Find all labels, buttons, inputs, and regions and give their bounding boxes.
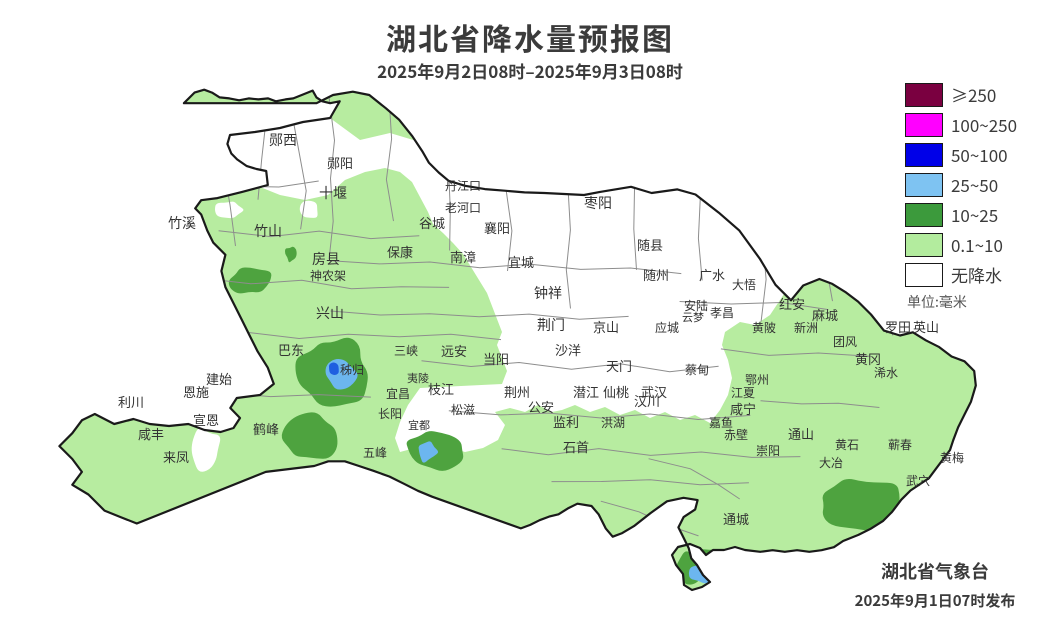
svg-text:老河口: 老河口 [445, 199, 481, 216]
svg-text:云梦: 云梦 [682, 309, 704, 325]
svg-text:宜城: 宜城 [508, 252, 534, 271]
svg-text:黄石: 黄石 [835, 436, 859, 453]
svg-text:夷陵: 夷陵 [407, 370, 429, 386]
svg-text:竹山: 竹山 [254, 221, 282, 241]
svg-text:石首: 石首 [563, 437, 589, 456]
svg-text:宜昌: 宜昌 [386, 385, 410, 402]
svg-text:黄陂: 黄陂 [752, 319, 776, 336]
svg-text:京山: 京山 [593, 317, 619, 336]
svg-text:长阳: 长阳 [378, 405, 402, 422]
svg-text:枝江: 枝江 [428, 379, 454, 398]
svg-text:郧阳: 郧阳 [327, 153, 353, 172]
svg-text:鄂州: 鄂州 [745, 371, 769, 388]
svg-text:三峡: 三峡 [394, 342, 418, 359]
svg-text:咸丰: 咸丰 [138, 424, 164, 443]
svg-text:随县: 随县 [637, 235, 663, 254]
svg-text:团风: 团风 [833, 333, 857, 350]
svg-text:蔡甸: 蔡甸 [685, 361, 709, 378]
svg-text:恩施: 恩施 [183, 382, 209, 401]
svg-text:兴山: 兴山 [316, 303, 344, 323]
svg-text:仙桃: 仙桃 [603, 382, 629, 401]
svg-text:红安: 红安 [779, 294, 805, 313]
svg-text:大冶: 大冶 [819, 454, 843, 471]
svg-text:洪湖: 洪湖 [601, 414, 625, 431]
svg-text:大悟: 大悟 [732, 276, 756, 293]
svg-text:黄梅: 黄梅 [940, 449, 964, 466]
svg-text:五峰: 五峰 [363, 444, 387, 461]
svg-text:应城: 应城 [655, 319, 679, 336]
svg-text:通山: 通山 [788, 424, 814, 443]
svg-text:荆门: 荆门 [537, 315, 565, 335]
svg-text:当阳: 当阳 [483, 349, 509, 368]
svg-text:建始: 建始 [206, 369, 232, 388]
svg-text:枣阳: 枣阳 [584, 193, 612, 213]
svg-text:宣恩: 宣恩 [193, 410, 219, 429]
svg-text:通城: 通城 [723, 509, 749, 528]
svg-text:荆州: 荆州 [504, 382, 530, 401]
svg-text:利川: 利川 [118, 392, 144, 411]
svg-text:松滋: 松滋 [451, 401, 475, 418]
svg-text:鹤峰: 鹤峰 [253, 419, 279, 438]
svg-text:公安: 公安 [528, 397, 554, 416]
svg-text:罗田: 罗田 [885, 317, 911, 336]
svg-text:郧西: 郧西 [269, 130, 297, 150]
svg-text:十堰: 十堰 [319, 183, 347, 203]
svg-text:武汉: 武汉 [641, 382, 667, 401]
svg-text:随州: 随州 [643, 265, 669, 284]
svg-text:南漳: 南漳 [450, 247, 476, 266]
svg-text:房县: 房县 [312, 249, 340, 269]
svg-text:监利: 监利 [553, 412, 579, 431]
svg-text:崇阳: 崇阳 [756, 442, 780, 459]
svg-text:沙洋: 沙洋 [555, 340, 581, 359]
svg-text:英山: 英山 [913, 317, 939, 336]
svg-text:武穴: 武穴 [906, 472, 930, 489]
svg-text:宜都: 宜都 [408, 417, 430, 433]
svg-text:谷城: 谷城 [419, 213, 445, 232]
svg-text:丹江口: 丹江口 [445, 177, 481, 194]
svg-text:广水: 广水 [699, 265, 725, 284]
svg-text:孝昌: 孝昌 [710, 304, 734, 321]
svg-text:潜江: 潜江 [573, 382, 599, 401]
svg-text:远安: 远安 [441, 341, 467, 360]
svg-text:钟祥: 钟祥 [534, 283, 562, 303]
svg-text:蕲春: 蕲春 [888, 436, 912, 453]
svg-text:襄阳: 襄阳 [484, 218, 510, 237]
svg-text:浠水: 浠水 [874, 364, 898, 381]
svg-text:咸宁: 咸宁 [730, 399, 756, 418]
svg-text:神农架: 神农架 [310, 267, 346, 284]
svg-text:赤壁: 赤壁 [724, 426, 748, 443]
svg-text:天门: 天门 [606, 356, 632, 375]
svg-text:竹溪: 竹溪 [168, 213, 196, 233]
svg-text:保康: 保康 [387, 242, 413, 261]
svg-text:巴东: 巴东 [278, 340, 304, 359]
svg-text:新洲: 新洲 [794, 319, 818, 336]
svg-text:来凤: 来凤 [163, 447, 189, 466]
svg-text:秭归: 秭归 [340, 361, 364, 378]
